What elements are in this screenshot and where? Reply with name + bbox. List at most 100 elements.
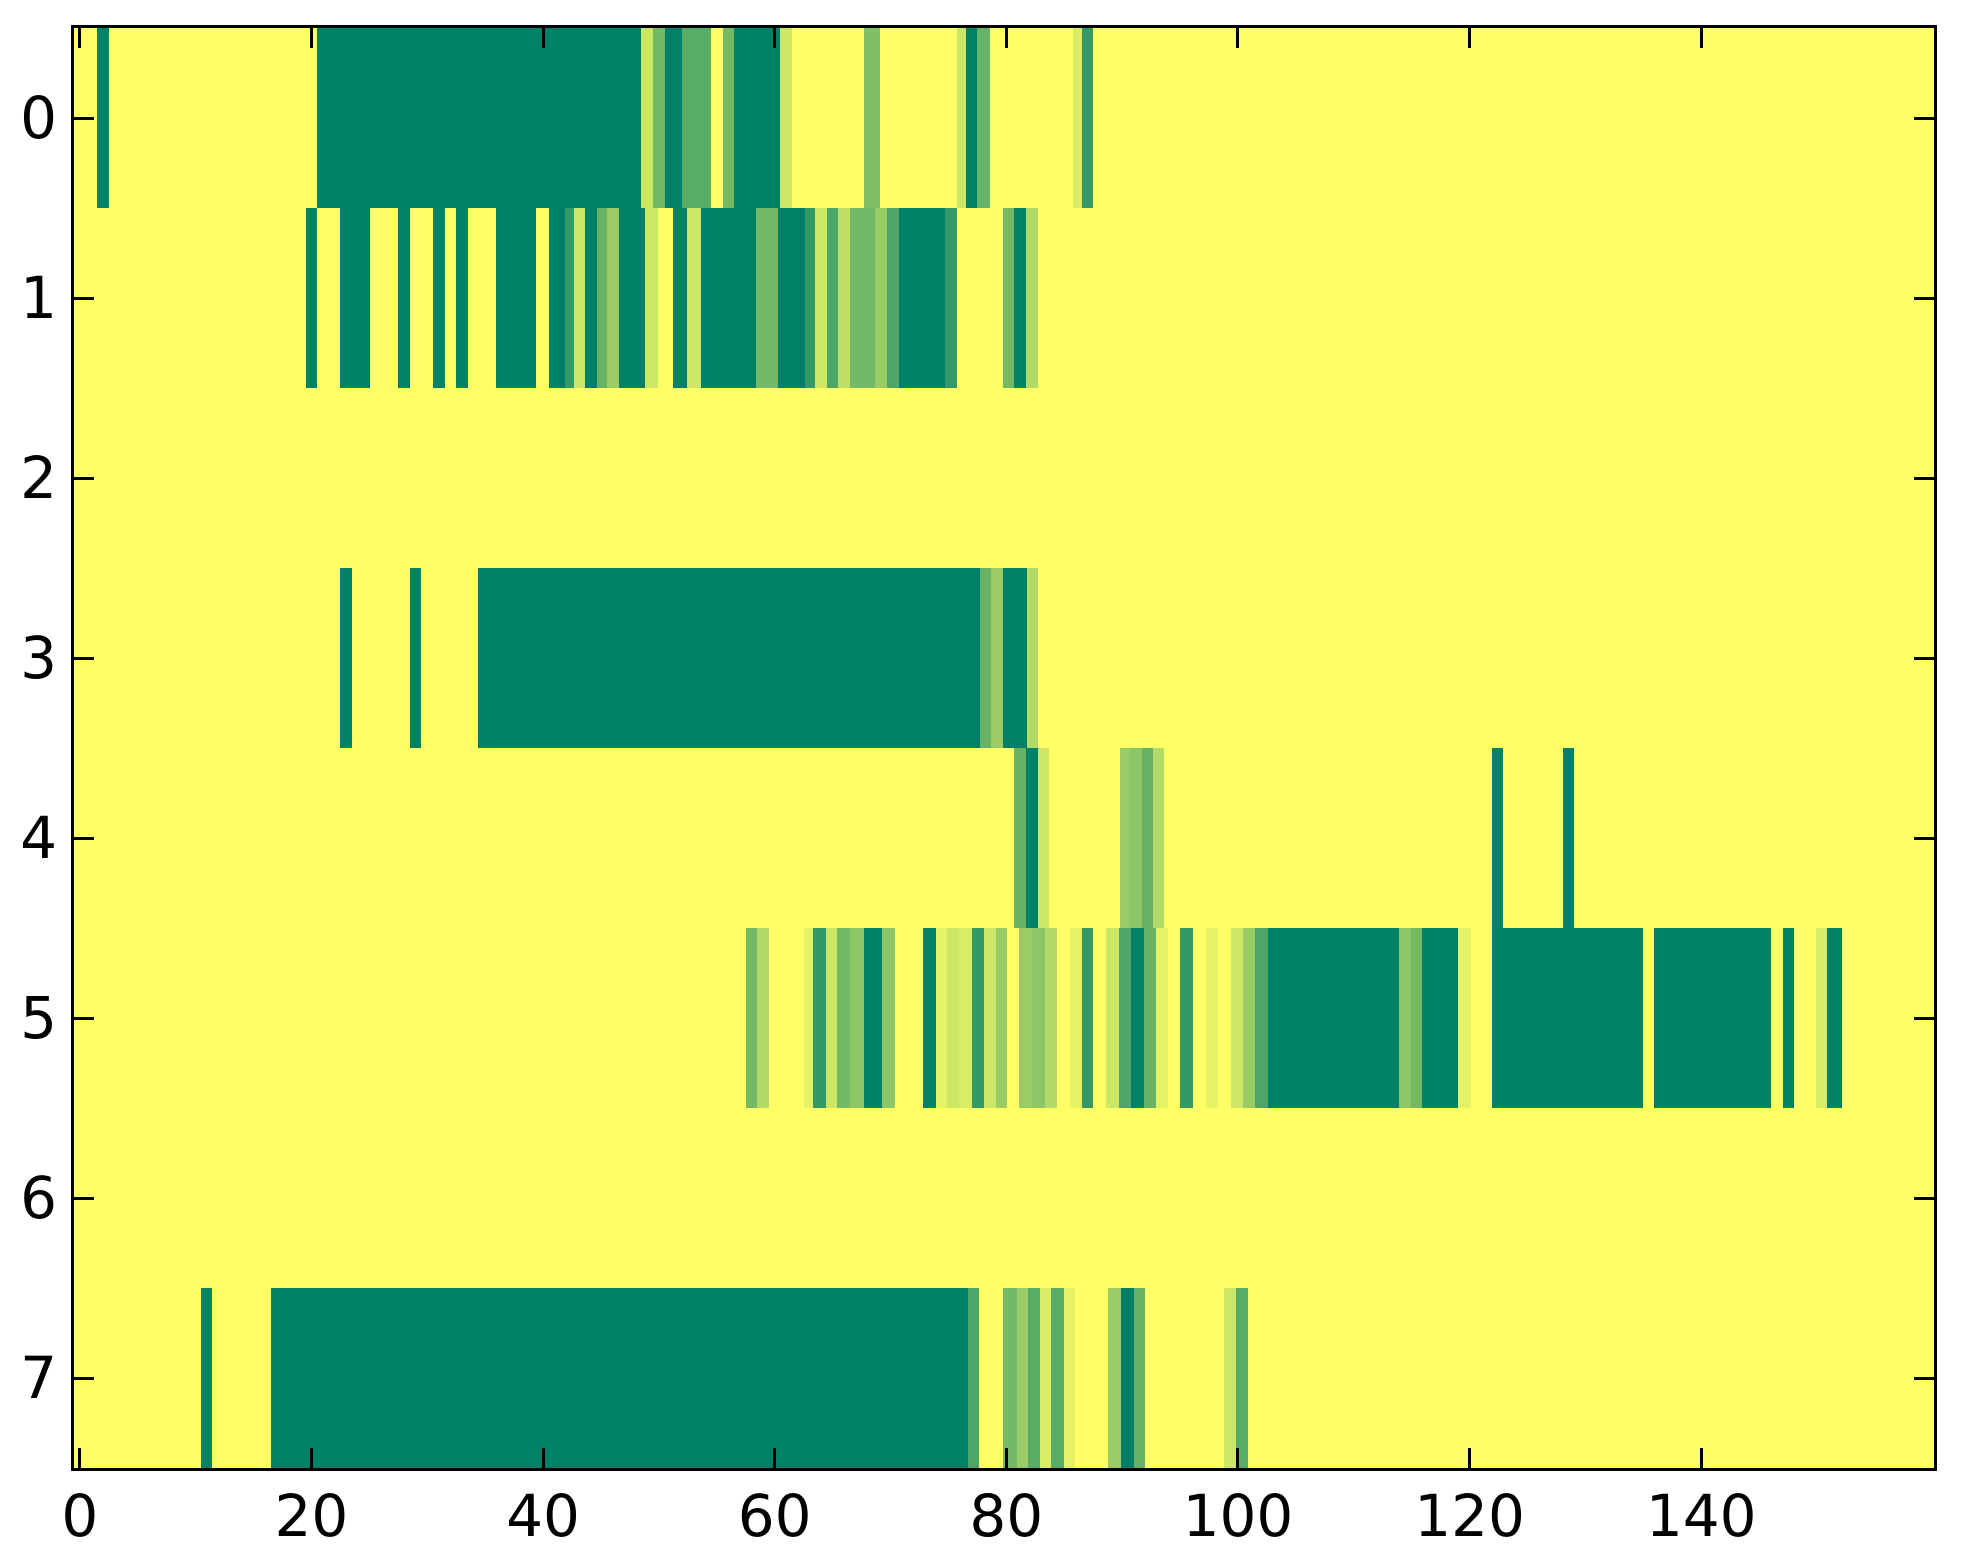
heatmap-cell-segment xyxy=(1105,928,1119,1108)
heatmap-cell-segment xyxy=(456,208,468,388)
heatmap-cell-segment xyxy=(1019,928,1032,1108)
x-tick-mark-120 xyxy=(1468,1448,1472,1468)
x-tick-mark-40 xyxy=(541,1448,545,1468)
heatmap-cell-segment xyxy=(1119,748,1131,928)
heatmap-cell-segment xyxy=(641,28,654,208)
heatmap-cell-segment xyxy=(270,1288,969,1468)
y-tick-mark-4 xyxy=(74,836,94,840)
heatmap-cell-segment xyxy=(409,568,422,748)
x-tick-mark-0 xyxy=(78,1448,82,1468)
heatmap-cell-segment xyxy=(340,568,352,748)
heatmap-cell-segment xyxy=(619,208,645,388)
heatmap-cell-segment xyxy=(734,28,781,208)
heatmap-cell-segment xyxy=(995,928,1008,1108)
x-tick-label-120: 120 xyxy=(1414,1482,1525,1550)
heatmap-cell-segment xyxy=(1827,928,1843,1108)
heatmap-cell-segment xyxy=(1031,928,1045,1108)
x-tick-mark-40 xyxy=(541,28,545,48)
heatmap-cell-segment xyxy=(653,28,665,208)
heatmap-cell-segment xyxy=(1268,928,1399,1108)
y-tick-mark-3 xyxy=(74,656,94,660)
heatmap-cell-segment xyxy=(201,1288,212,1468)
y-tick-label-6: 6 xyxy=(20,1164,57,1232)
y-tick-label-1: 1 xyxy=(20,264,57,332)
heatmap-cell-segment xyxy=(722,28,735,208)
heatmap-cell-segment xyxy=(1051,1288,1065,1468)
heatmap-cell-segment xyxy=(478,568,980,748)
heatmap-cell-segment xyxy=(887,208,899,388)
heatmap-cell-segment xyxy=(826,208,839,388)
heatmap-cell-segment xyxy=(1081,928,1094,1108)
heatmap-cell-segment xyxy=(825,928,838,1108)
heatmap-cell-segment xyxy=(1783,928,1794,1108)
heatmap-row-4 xyxy=(74,748,1934,928)
y-tick-label-4: 4 xyxy=(20,804,57,872)
heatmap-cell-segment xyxy=(317,28,642,208)
x-tick-mark-140 xyxy=(1699,28,1703,48)
heatmap-cell-segment xyxy=(1815,928,1828,1108)
x-tick-label-140: 140 xyxy=(1645,1482,1757,1550)
heatmap-cell-segment xyxy=(812,928,826,1108)
heatmap-cell-segment xyxy=(686,208,701,388)
heatmap-cell-segment xyxy=(664,28,683,208)
y-tick-mark-2 xyxy=(1914,476,1934,480)
heatmap-row-1 xyxy=(74,208,1934,388)
heatmap-cell-segment xyxy=(815,208,827,388)
heatmap-cell-segment xyxy=(780,28,793,208)
heatmap-cell-segment xyxy=(1255,928,1269,1108)
heatmap-cell-segment xyxy=(849,928,864,1108)
heatmap-cell-segment xyxy=(1491,928,1644,1108)
y-tick-mark-2 xyxy=(74,476,94,480)
y-tick-mark-3 xyxy=(1914,656,1934,660)
heatmap-cell-segment xyxy=(1653,928,1771,1108)
heatmap-cell-segment xyxy=(863,928,883,1108)
x-tick-mark-140 xyxy=(1699,1448,1703,1468)
x-tick-mark-20 xyxy=(309,28,313,48)
heatmap-cell-segment xyxy=(305,208,318,388)
heatmap-cell-segment xyxy=(1044,928,1058,1108)
heatmap-cell-segment xyxy=(1064,1288,1075,1468)
y-tick-mark-7 xyxy=(1914,1376,1934,1380)
heatmap-cell-segment xyxy=(898,208,945,388)
y-tick-mark-0 xyxy=(1914,116,1934,120)
heatmap-cell-segment xyxy=(1016,1288,1029,1468)
heatmap-row-0 xyxy=(74,28,1934,208)
plot-area xyxy=(71,25,1937,1471)
heatmap-cell-segment xyxy=(1002,568,1028,748)
heatmap-cell-segment xyxy=(97,28,109,208)
x-tick-mark-60 xyxy=(773,1448,777,1468)
y-tick-mark-6 xyxy=(1914,1196,1934,1200)
x-tick-label-100: 100 xyxy=(1182,1482,1294,1550)
heatmap-cell-segment xyxy=(1108,1288,1121,1468)
x-tick-mark-120 xyxy=(1468,28,1472,48)
heatmap-cell-segment xyxy=(1457,928,1471,1108)
x-tick-mark-60 xyxy=(773,28,777,48)
heatmap-cell-segment xyxy=(1133,1288,1146,1468)
heatmap-cell-segment xyxy=(944,208,957,388)
x-tick-label-80: 80 xyxy=(969,1482,1044,1550)
heatmap-cell-segment xyxy=(1144,928,1156,1108)
heatmap-cell-segment xyxy=(979,568,992,748)
heatmap-cell-segment xyxy=(1073,28,1082,208)
heatmap-cell-segment xyxy=(1002,208,1015,388)
heatmap-cell-segment xyxy=(804,208,816,388)
y-tick-label-3: 3 xyxy=(20,624,57,692)
heatmap-cell-segment xyxy=(1028,1288,1040,1468)
x-tick-mark-80 xyxy=(1004,1448,1008,1468)
heatmap-cell-segment xyxy=(574,208,585,388)
heatmap-cell-segment xyxy=(597,208,607,388)
heatmap-cell-segment xyxy=(958,928,972,1108)
y-tick-mark-4 xyxy=(1914,836,1934,840)
y-tick-mark-7 xyxy=(74,1376,94,1380)
heatmap-cell-segment xyxy=(1131,928,1145,1108)
heatmap-cell-segment xyxy=(1235,1288,1249,1468)
y-tick-mark-6 xyxy=(74,1196,94,1200)
heatmap-cell-segment xyxy=(1491,748,1504,928)
heatmap-cell-segment xyxy=(968,1288,979,1468)
y-tick-mark-5 xyxy=(1914,1016,1934,1020)
heatmap-cell-segment xyxy=(584,208,598,388)
heatmap-cell-segment xyxy=(977,28,991,208)
heatmap-cell-segment xyxy=(1118,928,1132,1108)
heatmap-row-6 xyxy=(74,1108,1934,1288)
